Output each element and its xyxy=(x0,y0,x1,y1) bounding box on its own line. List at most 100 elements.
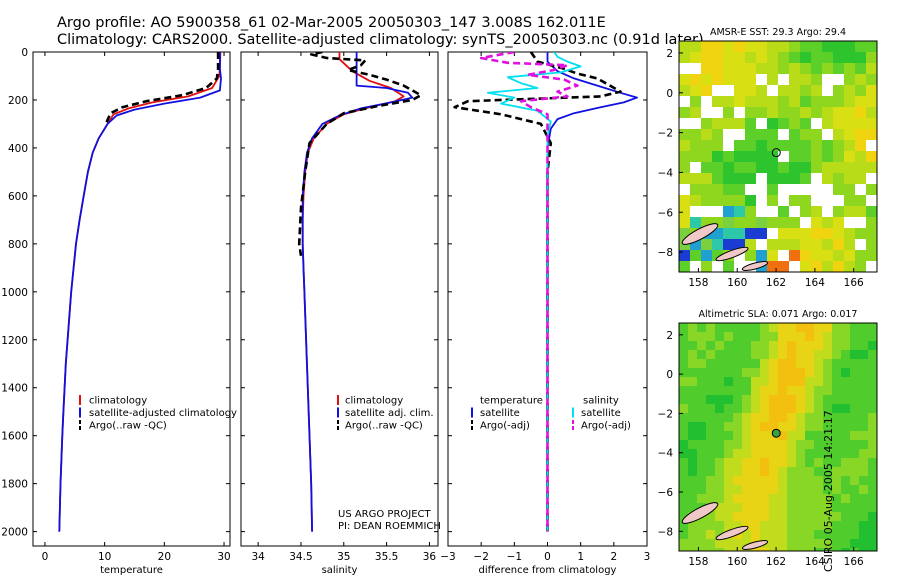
map-cell xyxy=(679,422,689,432)
map-cell xyxy=(796,530,806,540)
map-cell xyxy=(866,85,877,97)
map-cell xyxy=(832,395,842,405)
map-cell xyxy=(701,261,713,272)
map-cell xyxy=(789,41,801,53)
map-cell xyxy=(796,404,806,414)
map-cell xyxy=(712,184,724,196)
map-cell xyxy=(679,368,689,378)
map-cell xyxy=(859,503,869,513)
map-cell xyxy=(697,413,707,423)
y-tick-label: −8 xyxy=(658,526,673,538)
map-cell xyxy=(724,458,734,468)
map-cell xyxy=(832,440,842,450)
map-cell xyxy=(767,162,779,174)
map-cell xyxy=(841,404,851,414)
map-cell xyxy=(751,548,761,551)
y-tick-label: 1200 xyxy=(1,335,28,347)
map-cell xyxy=(841,377,851,387)
map-cell xyxy=(787,485,797,495)
map-cell xyxy=(742,413,752,423)
map-cell xyxy=(701,41,713,53)
map-cell xyxy=(760,350,770,360)
map-cell xyxy=(712,140,724,152)
map-cell xyxy=(778,422,788,432)
map-cell xyxy=(688,476,698,486)
map-cell xyxy=(866,228,877,240)
map-cell xyxy=(778,184,790,196)
map-cell xyxy=(855,63,867,75)
map-cell xyxy=(868,494,877,504)
map-cell xyxy=(760,521,770,531)
map-cell xyxy=(832,476,842,486)
y-tick-label: 2 xyxy=(666,330,673,342)
map-cell xyxy=(679,162,691,174)
x-tick-label: −3 xyxy=(440,551,455,563)
map-cell xyxy=(697,539,707,549)
map-cell xyxy=(745,162,757,174)
map-cell xyxy=(796,359,806,369)
map-cell xyxy=(697,422,707,432)
island-shape xyxy=(715,525,749,541)
map-cell xyxy=(688,449,698,459)
map-cell xyxy=(778,107,790,119)
project-annotation: PI: DEAN ROEMMICH xyxy=(338,521,441,532)
map-cell xyxy=(833,206,845,218)
map-frame xyxy=(678,322,878,552)
map-cell xyxy=(688,323,698,333)
map-cell xyxy=(715,422,725,432)
map-cell xyxy=(855,129,867,141)
map-cell xyxy=(859,395,869,405)
map-cell xyxy=(850,530,860,540)
map-cell xyxy=(724,467,734,477)
map-cell xyxy=(859,404,869,414)
map-cell xyxy=(787,440,797,450)
map-cell xyxy=(769,395,779,405)
map-cell xyxy=(760,431,770,441)
map-cell xyxy=(760,323,770,333)
map-cell xyxy=(822,184,834,196)
series-line-satellite-adjusted-climatology xyxy=(58,52,222,532)
map-cell xyxy=(796,413,806,423)
map-cell xyxy=(742,458,752,468)
map-cell xyxy=(690,206,702,218)
plot-frame xyxy=(240,51,439,547)
island-shape xyxy=(681,223,719,245)
map-cell xyxy=(850,548,860,551)
map-cell xyxy=(697,476,707,486)
map-cell xyxy=(844,52,856,64)
map-cell xyxy=(814,377,824,387)
map-cell xyxy=(679,458,689,468)
map-cell xyxy=(805,395,815,405)
map-cell xyxy=(697,323,707,333)
map-cell xyxy=(859,530,869,540)
map-cell xyxy=(706,458,716,468)
map-cell xyxy=(733,404,743,414)
map-cell xyxy=(814,332,824,342)
x-tick-label: 34.5 xyxy=(289,551,312,563)
map-cell xyxy=(844,250,856,262)
map-cell xyxy=(844,74,856,86)
map-cell xyxy=(866,96,877,108)
map-cell xyxy=(866,63,877,75)
series-line-salinity-argo-adj- xyxy=(479,52,579,532)
map-cell xyxy=(778,413,788,423)
map-cell xyxy=(868,413,877,423)
map-cell xyxy=(751,485,761,495)
map-cell xyxy=(855,96,867,108)
map-cell xyxy=(789,250,801,262)
x-tick-label: 0 xyxy=(544,551,551,563)
map-cell xyxy=(769,386,779,396)
map-cell xyxy=(723,228,735,240)
legend-entry: satellite adj. clim. xyxy=(345,408,434,419)
map-cell xyxy=(868,512,877,522)
map-cell xyxy=(767,151,779,163)
map-cell xyxy=(800,129,812,141)
map-cell xyxy=(823,359,833,369)
map-cell xyxy=(769,350,779,360)
map-cell xyxy=(811,184,823,196)
map-cell xyxy=(833,118,845,130)
map-cell xyxy=(850,359,860,369)
y-tick-label: −4 xyxy=(658,167,674,179)
map-cell xyxy=(778,151,790,163)
map-cell xyxy=(805,476,815,486)
